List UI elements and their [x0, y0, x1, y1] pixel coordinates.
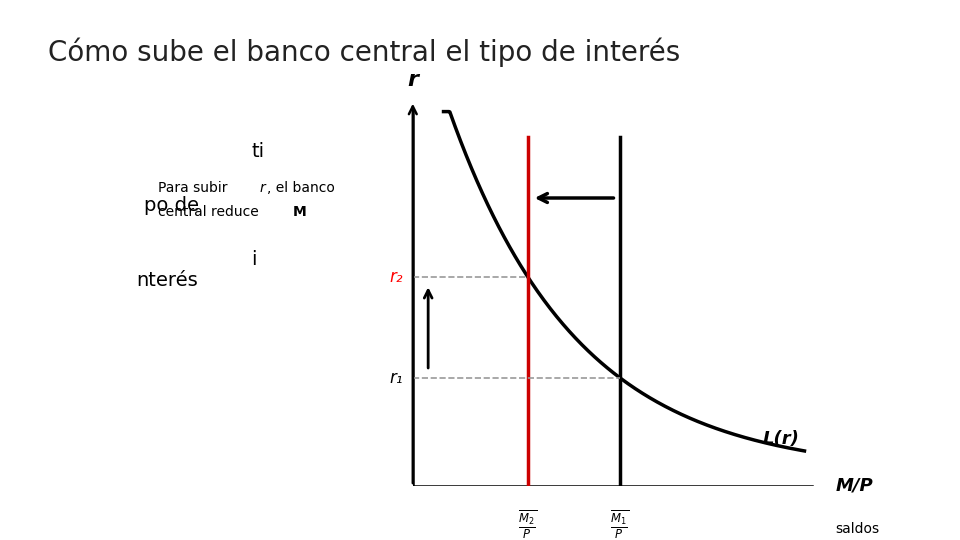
Text: r₁: r₁	[390, 369, 403, 387]
Text: r: r	[259, 181, 265, 195]
Text: po de: po de	[144, 195, 199, 215]
Text: $\overline{\frac{M_2}{P}}$: $\overline{\frac{M_2}{P}}$	[518, 508, 538, 540]
Text: M: M	[293, 205, 306, 219]
Text: r₂: r₂	[390, 268, 403, 286]
Text: $\overline{\frac{M_1}{P}}$: $\overline{\frac{M_1}{P}}$	[611, 508, 630, 540]
Text: M/P: M/P	[835, 477, 873, 495]
Text: L(r): L(r)	[762, 430, 799, 448]
Text: nterés: nterés	[136, 271, 198, 291]
Text: Para subir: Para subir	[158, 181, 232, 195]
Text: i: i	[252, 249, 257, 269]
Text: ti: ti	[252, 141, 265, 161]
Text: central reduce: central reduce	[158, 205, 264, 219]
Text: , el banco: , el banco	[267, 181, 335, 195]
Text: saldos
monetarios
reales: saldos monetarios reales	[835, 522, 914, 540]
Text: r: r	[407, 70, 419, 90]
Text: Cómo sube el banco central el tipo de interés: Cómo sube el banco central el tipo de in…	[48, 38, 681, 68]
